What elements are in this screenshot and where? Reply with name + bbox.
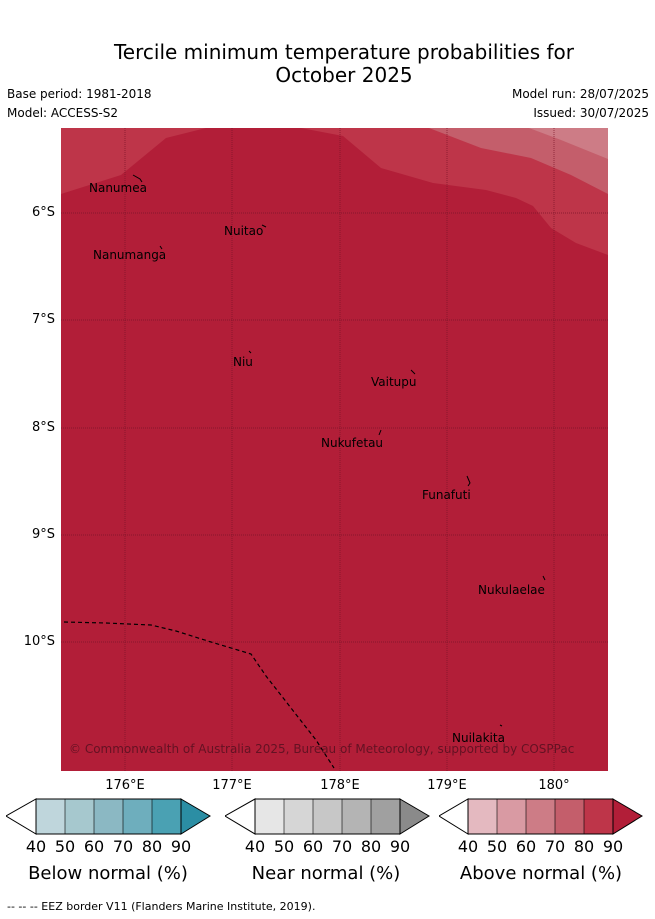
colorbar-label-near: Near normal (%) — [251, 863, 401, 884]
place-label-nukulaelae: Nukulaelae — [478, 583, 545, 597]
tick-label: 70 — [544, 837, 566, 856]
tick-label: 50 — [486, 837, 508, 856]
tick-label: 90 — [389, 837, 411, 856]
colorbar-label-below: Below normal (%) — [28, 863, 188, 884]
island-outlines — [132, 174, 546, 727]
lat-label-8s: 8°S — [31, 420, 55, 435]
model-run-date: Model run: 28/07/2025 — [511, 87, 649, 101]
tick-label: 80 — [360, 837, 382, 856]
tick-label: 60 — [83, 837, 105, 856]
place-label-nukufetau: Nukufetau — [321, 436, 384, 450]
title-line-2: October 2025 — [275, 63, 413, 87]
place-label-vaitupu: Vaitupu — [371, 375, 417, 389]
colorbar-label-above: Above normal (%) — [459, 863, 623, 884]
place-label-nanumanga: Nanumanga — [93, 248, 167, 262]
lat-label-6s: 6°S — [31, 205, 55, 220]
probability-map — [61, 128, 608, 771]
tick-label: 70 — [331, 837, 353, 856]
eez-footnote: -- -- -- EEZ border V11 (Flanders Marine… — [7, 900, 316, 913]
lon-label-180: 180° — [538, 778, 570, 793]
lon-label-179e: 179°E — [427, 778, 467, 793]
place-label-nuilakita: Nuilakita — [452, 731, 505, 745]
lat-label-7s: 7°S — [31, 312, 55, 327]
tick-label: 80 — [573, 837, 595, 856]
tick-label: 40 — [457, 837, 479, 856]
lon-label-176e: 176°E — [105, 778, 145, 793]
colorbar-below-normal — [6, 798, 211, 835]
place-label-niu: Niu — [233, 355, 253, 369]
lon-label-178e: 178°E — [320, 778, 360, 793]
tick-label: 90 — [170, 837, 192, 856]
above-normal-80-region-nw — [61, 128, 206, 194]
tick-label: 80 — [141, 837, 163, 856]
lon-label-177e: 177°E — [212, 778, 252, 793]
tick-label: 40 — [25, 837, 47, 856]
place-label-nuitao: Nuitao — [224, 224, 264, 238]
copyright-notice: © Commonwealth of Australia 2025, Bureau… — [69, 742, 575, 756]
place-label-funafuti: Funafuti — [422, 488, 471, 502]
issued-date: Issued: 30/07/2025 — [533, 106, 649, 120]
colorbar-above-normal — [439, 798, 643, 835]
tick-label: 50 — [54, 837, 76, 856]
tick-label: 60 — [515, 837, 537, 856]
above-normal-70-region — [429, 128, 608, 194]
tick-label: 60 — [302, 837, 324, 856]
map-title: Tercile minimum temperature probabilitie… — [0, 41, 655, 87]
tick-label: 90 — [602, 837, 624, 856]
tick-label: 50 — [273, 837, 295, 856]
tick-label: 40 — [244, 837, 266, 856]
eez-border-line — [63, 621, 335, 769]
above-normal-90-region — [61, 128, 608, 771]
title-line-1: Tercile minimum temperature probabilitie… — [113, 40, 575, 64]
base-period: Base period: 1981-2018 — [7, 87, 152, 101]
above-normal-80-region-ne — [301, 128, 608, 255]
lat-label-10s: 10°S — [23, 634, 55, 649]
tick-label: 70 — [112, 837, 134, 856]
above-normal-60-region — [529, 128, 608, 159]
model-name: Model: ACCESS-S2 — [7, 106, 119, 120]
colorbar-near-normal — [225, 798, 430, 835]
place-label-nanumea: Nanumea — [89, 181, 147, 195]
lat-label-9s: 9°S — [31, 527, 55, 542]
